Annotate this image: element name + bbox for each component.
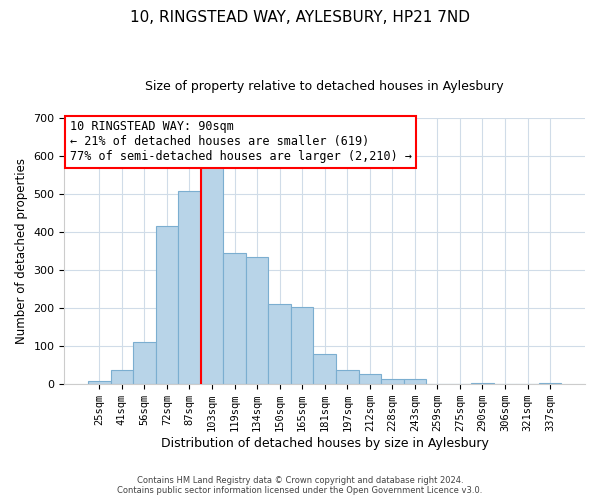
- Bar: [178, 191, 201, 384]
- Bar: [155, 226, 178, 384]
- Bar: [201, 166, 223, 384]
- Bar: [268, 304, 291, 384]
- Bar: [133, 342, 155, 384]
- Bar: [381, 380, 404, 384]
- Bar: [336, 370, 359, 384]
- Bar: [404, 380, 426, 384]
- Y-axis label: Number of detached properties: Number of detached properties: [15, 158, 28, 344]
- Text: Contains HM Land Registry data © Crown copyright and database right 2024.
Contai: Contains HM Land Registry data © Crown c…: [118, 476, 482, 495]
- Text: 10, RINGSTEAD WAY, AYLESBURY, HP21 7ND: 10, RINGSTEAD WAY, AYLESBURY, HP21 7ND: [130, 10, 470, 25]
- Bar: [291, 308, 313, 384]
- Bar: [110, 370, 133, 384]
- Bar: [313, 354, 336, 384]
- Bar: [223, 253, 246, 384]
- Bar: [359, 374, 381, 384]
- X-axis label: Distribution of detached houses by size in Aylesbury: Distribution of detached houses by size …: [161, 437, 488, 450]
- Bar: [88, 381, 110, 384]
- Bar: [246, 258, 268, 384]
- Title: Size of property relative to detached houses in Aylesbury: Size of property relative to detached ho…: [145, 80, 504, 93]
- Text: 10 RINGSTEAD WAY: 90sqm
← 21% of detached houses are smaller (619)
77% of semi-d: 10 RINGSTEAD WAY: 90sqm ← 21% of detache…: [70, 120, 412, 164]
